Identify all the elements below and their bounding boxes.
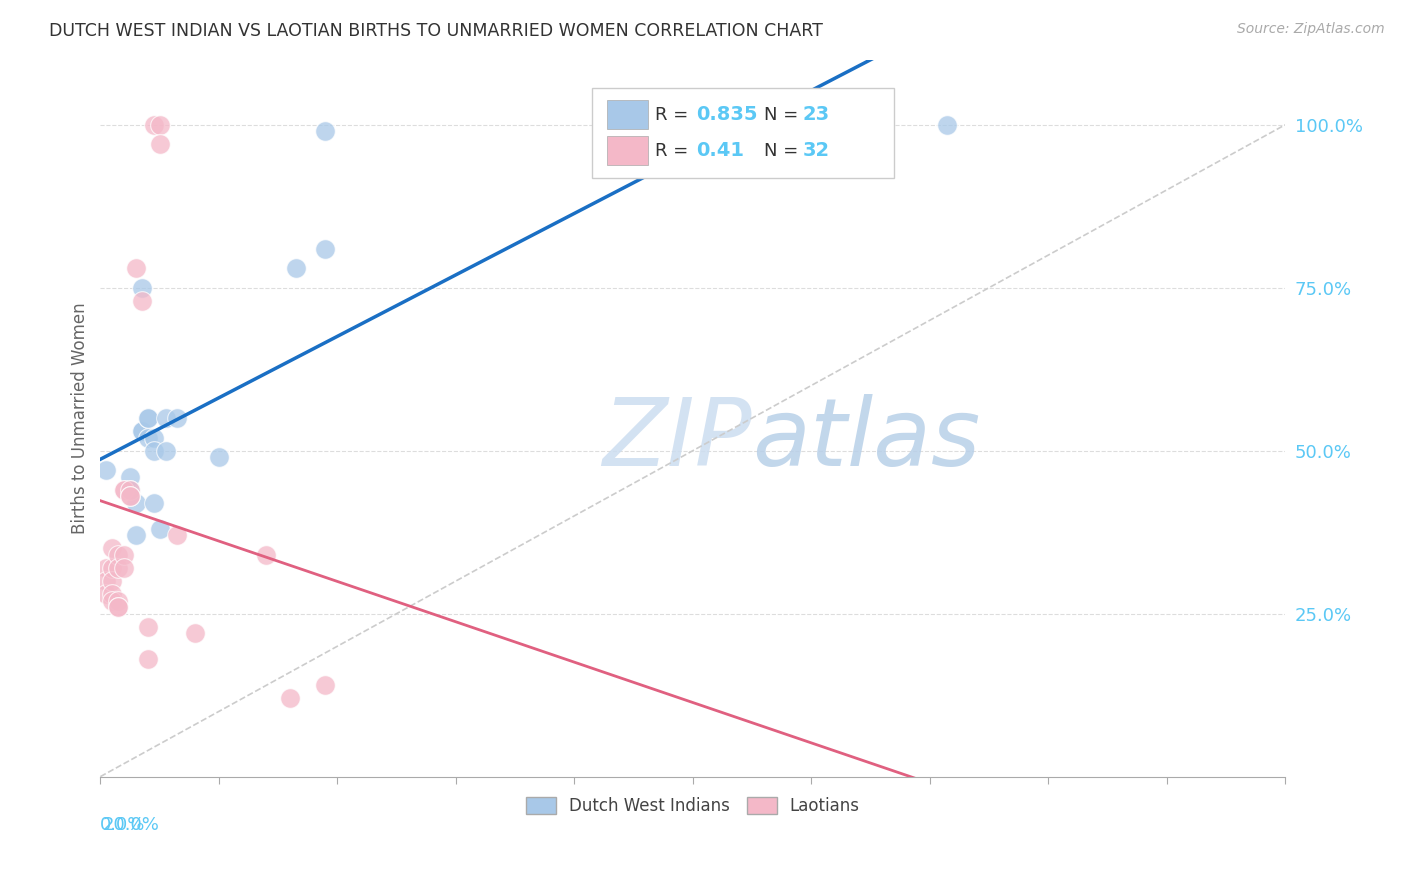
Point [112, 561, 135, 575]
Point [112, 483, 135, 497]
Text: 0.0%: 0.0% [100, 816, 146, 834]
Text: atlas: atlas [752, 394, 980, 485]
Point [166, 411, 188, 425]
Point [118, 483, 141, 497]
Text: R =: R = [655, 142, 693, 160]
Point [101, 541, 124, 556]
Point [136, 411, 159, 425]
Y-axis label: Births to Unmarried Women: Births to Unmarried Women [72, 302, 89, 534]
Point [125, 261, 148, 276]
Point [118, 470, 141, 484]
Point [131, 424, 153, 438]
Text: ZIP: ZIP [602, 394, 752, 485]
Point [184, 626, 207, 640]
Point [118, 489, 141, 503]
FancyBboxPatch shape [607, 136, 648, 165]
FancyBboxPatch shape [592, 88, 894, 178]
Text: N =: N = [763, 142, 804, 160]
Point [314, 242, 336, 256]
Point [936, 118, 959, 132]
Point [142, 496, 165, 510]
Point [96, 561, 118, 575]
Point [149, 118, 172, 132]
Point [125, 496, 148, 510]
Point [101, 587, 124, 601]
Point [96, 587, 118, 601]
Point [142, 118, 165, 132]
Point [155, 411, 177, 425]
Point [149, 137, 172, 152]
Point [284, 261, 307, 276]
Point [107, 600, 129, 615]
Point [131, 281, 153, 295]
Point [101, 574, 124, 588]
FancyBboxPatch shape [607, 101, 648, 129]
Point [314, 124, 336, 138]
Point [741, 118, 763, 132]
Point [149, 522, 172, 536]
Point [125, 528, 148, 542]
Point [136, 411, 159, 425]
Point [136, 431, 159, 445]
Text: 23: 23 [803, 105, 830, 124]
Point [118, 483, 141, 497]
Point [112, 548, 135, 562]
Point [96, 463, 118, 477]
Point [314, 678, 336, 692]
Text: DUTCH WEST INDIAN VS LAOTIAN BIRTHS TO UNMARRIED WOMEN CORRELATION CHART: DUTCH WEST INDIAN VS LAOTIAN BIRTHS TO U… [49, 22, 823, 40]
Point [278, 691, 301, 706]
Point [96, 574, 118, 588]
Text: N =: N = [763, 106, 804, 124]
Point [136, 652, 159, 666]
Point [652, 118, 675, 132]
Point [112, 483, 135, 497]
Text: Source: ZipAtlas.com: Source: ZipAtlas.com [1237, 22, 1385, 37]
Point [254, 548, 277, 562]
Point [107, 561, 129, 575]
Point [142, 431, 165, 445]
Point [118, 489, 141, 503]
Point [155, 443, 177, 458]
Text: 20.0%: 20.0% [103, 816, 160, 834]
Point [107, 593, 129, 607]
Text: 0.835: 0.835 [696, 105, 758, 124]
Point [208, 450, 231, 465]
Text: 32: 32 [803, 141, 830, 161]
Text: R =: R = [655, 106, 693, 124]
Point [142, 443, 165, 458]
Text: 0.41: 0.41 [696, 141, 744, 161]
Point [107, 600, 129, 615]
Legend: Dutch West Indians, Laotians: Dutch West Indians, Laotians [519, 790, 866, 822]
Point [131, 424, 153, 438]
Point [101, 593, 124, 607]
Point [131, 293, 153, 308]
Point [166, 528, 188, 542]
Point [101, 561, 124, 575]
Point [136, 620, 159, 634]
Point [107, 548, 129, 562]
